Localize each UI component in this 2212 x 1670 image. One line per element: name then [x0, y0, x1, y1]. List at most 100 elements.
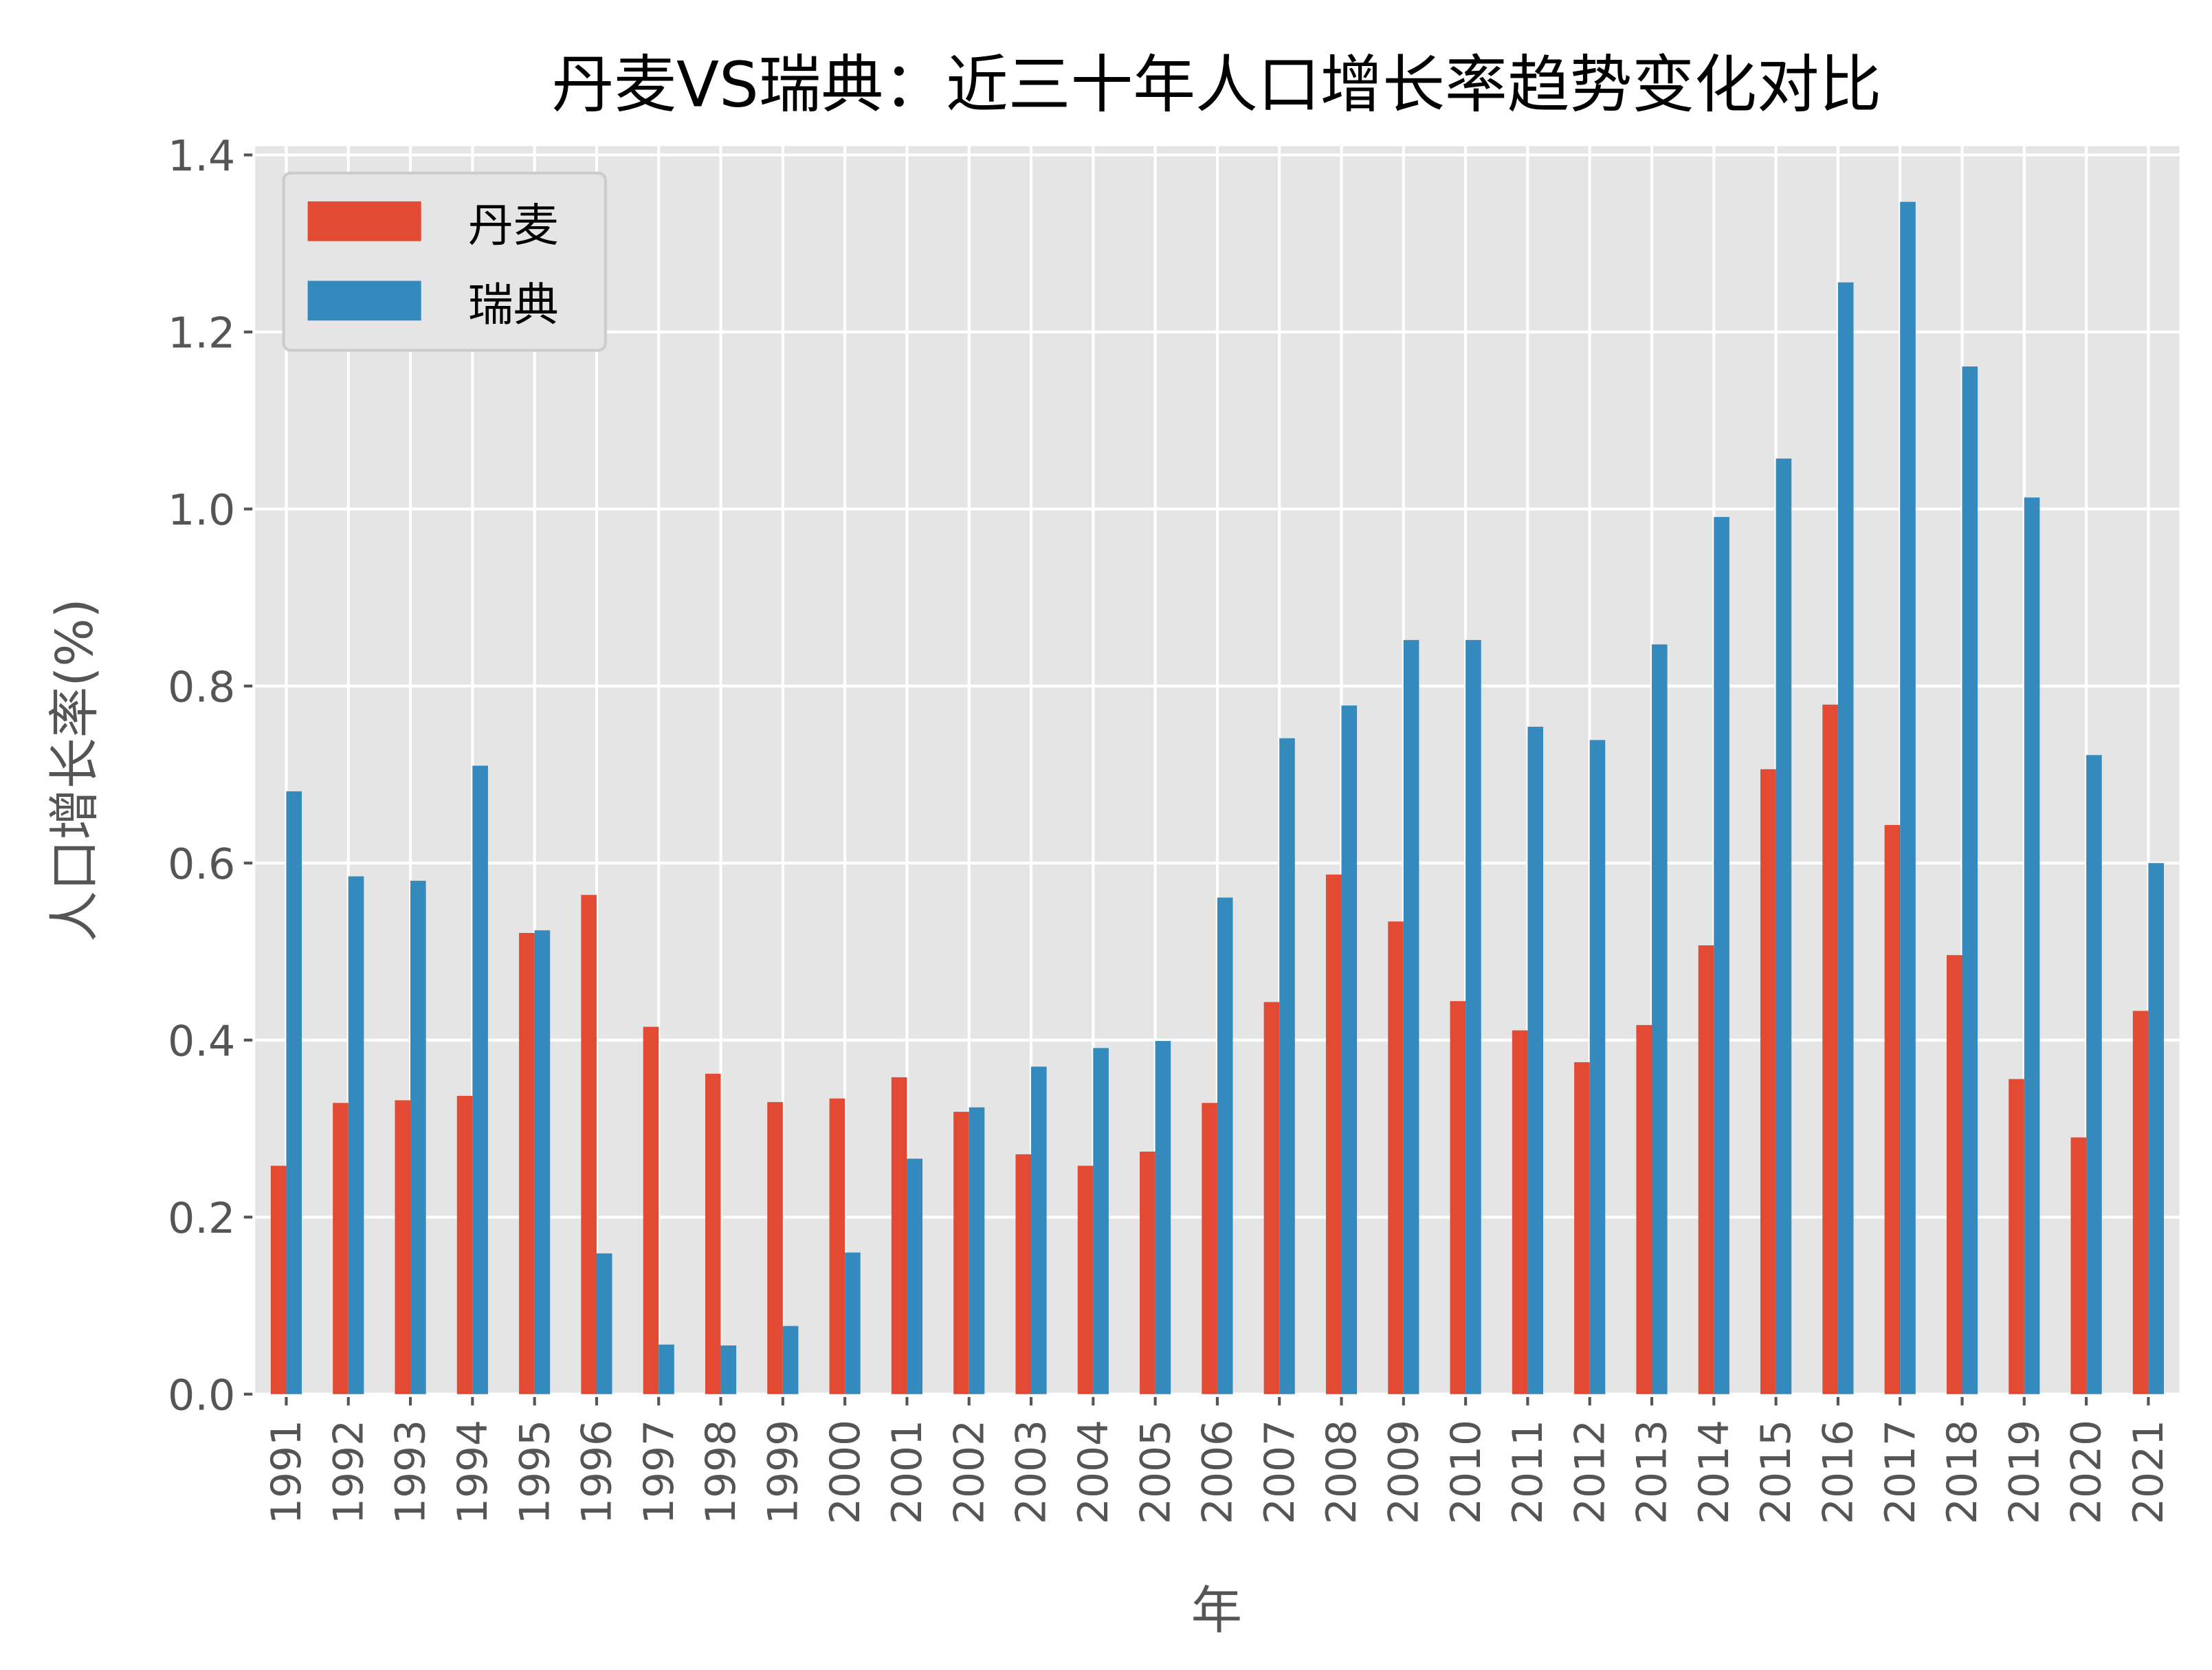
bar-denmark-2002 [953, 1112, 969, 1394]
bar-denmark-2014 [1698, 945, 1714, 1394]
bar-denmark-2003 [1015, 1154, 1032, 1394]
x-tick-label: 2015 [1752, 1420, 1800, 1524]
bars [270, 201, 2164, 1394]
bar-denmark-2018 [1946, 955, 1962, 1394]
x-tick-label: 2016 [1815, 1420, 1863, 1524]
y-axis: 0.0 0.2 0.4 0.6 0.8 1.0 1.2 1.4 [168, 131, 253, 1420]
bar-sweden-1997 [659, 1344, 674, 1394]
bar-denmark-2005 [1140, 1152, 1155, 1394]
bar-sweden-2007 [1279, 738, 1295, 1394]
bar-denmark-2016 [1822, 704, 1838, 1394]
bar-denmark-2021 [2132, 1011, 2149, 1394]
x-tick-label: 2002 [945, 1420, 993, 1524]
legend: 丹麦 瑞典 [282, 171, 607, 352]
legend-swatch-sweden [307, 281, 421, 321]
bar-denmark-2007 [1263, 1002, 1280, 1394]
bar-denmark-1997 [643, 1026, 659, 1394]
x-tick-label: 2008 [1318, 1420, 1366, 1524]
bar-sweden-2020 [2086, 755, 2102, 1394]
y-tick-label: 0.4 [168, 1016, 235, 1066]
y-tick-label: 0.8 [168, 663, 235, 712]
bar-denmark-2012 [1574, 1062, 1590, 1394]
x-tick-label: 2004 [1070, 1420, 1118, 1524]
bar-sweden-2012 [1589, 740, 1606, 1394]
bar-sweden-2011 [1527, 727, 1543, 1394]
bar-sweden-2010 [1466, 639, 1481, 1394]
bar-denmark-1996 [581, 894, 597, 1394]
bar-denmark-2006 [1202, 1103, 1217, 1394]
bar-denmark-2015 [1760, 769, 1776, 1394]
x-tick-label: 2012 [1566, 1420, 1614, 1524]
bar-denmark-1992 [333, 1103, 349, 1394]
legend-swatch-denmark [307, 201, 421, 241]
bar-denmark-1998 [705, 1073, 721, 1394]
x-tick-label: 1993 [387, 1420, 435, 1524]
x-tick-label: 1996 [573, 1420, 621, 1524]
bar-sweden-2005 [1155, 1041, 1171, 1394]
x-tick-label: 2009 [1380, 1420, 1428, 1524]
bar-sweden-2000 [845, 1252, 861, 1394]
y-tick-label: 0.6 [168, 839, 235, 889]
bar-denmark-2020 [2070, 1137, 2087, 1394]
bar-denmark-2009 [1388, 921, 1404, 1394]
bar-sweden-2018 [1962, 366, 1978, 1394]
chart-title: 丹麦VS瑞典：近三十年人口增长率趋势变化对比 [552, 50, 1882, 122]
bar-sweden-2006 [1217, 897, 1233, 1394]
bar-denmark-2001 [891, 1077, 907, 1394]
bar-denmark-2013 [1636, 1024, 1652, 1394]
legend-label-sweden: 瑞典 [468, 278, 559, 331]
legend-label-denmark: 丹麦 [468, 199, 559, 252]
x-axis: 1991 1992 1993 1994 1995 1996 1997 1998 1999 2000… [263, 1396, 2173, 1524]
bar-sweden-2004 [1093, 1048, 1109, 1394]
x-tick-label: 2019 [2000, 1420, 2048, 1524]
bar-sweden-2016 [1837, 282, 1854, 1394]
x-tick-label: 1992 [324, 1420, 373, 1524]
bar-sweden-1994 [472, 765, 488, 1394]
y-tick-label: 1.4 [168, 131, 235, 181]
y-tick-label: 1.2 [168, 309, 235, 358]
bar-sweden-2009 [1403, 639, 1419, 1394]
x-tick-label: 1991 [263, 1420, 311, 1524]
bar-denmark-1995 [519, 933, 535, 1394]
x-tick-label: 2017 [1877, 1420, 1925, 1524]
bar-sweden-2019 [2024, 497, 2040, 1394]
bar-sweden-1998 [720, 1345, 737, 1394]
y-tick-label: 0.0 [168, 1370, 235, 1420]
x-axis-label: 年 [1191, 1581, 1242, 1640]
bar-denmark-1994 [456, 1095, 473, 1394]
x-tick-label: 2018 [1938, 1420, 1987, 1524]
bar-sweden-1992 [348, 876, 364, 1394]
bar-denmark-2019 [2009, 1079, 2024, 1394]
x-tick-label: 2011 [1504, 1420, 1552, 1524]
x-tick-label: 2013 [1628, 1420, 1677, 1524]
bar-denmark-2000 [829, 1098, 845, 1394]
bar-sweden-2017 [1900, 201, 1916, 1394]
x-tick-label: 2001 [883, 1420, 931, 1524]
bar-denmark-2011 [1512, 1030, 1528, 1394]
bar-sweden-2002 [969, 1107, 985, 1394]
x-tick-label: 2020 [2063, 1420, 2111, 1524]
bar-denmark-2008 [1325, 875, 1342, 1394]
x-tick-label: 2005 [1131, 1420, 1180, 1524]
bar-sweden-1996 [596, 1253, 612, 1394]
x-tick-label: 1997 [635, 1420, 683, 1524]
bar-denmark-2004 [1077, 1165, 1094, 1394]
bar-sweden-2008 [1341, 705, 1358, 1394]
y-axis-label: 人口增长率(%) [45, 598, 104, 942]
x-tick-label: 1999 [759, 1420, 807, 1524]
x-tick-label: 1998 [697, 1420, 745, 1524]
x-tick-label: 2010 [1442, 1420, 1490, 1524]
x-tick-label: 1994 [449, 1420, 497, 1524]
bar-sweden-2013 [1652, 644, 1668, 1394]
x-tick-label: 2007 [1256, 1420, 1304, 1524]
bar-sweden-2021 [2148, 863, 2164, 1394]
bar-denmark-1999 [767, 1101, 783, 1394]
x-tick-label: 2000 [821, 1420, 870, 1524]
bar-sweden-2015 [1776, 458, 1792, 1394]
bar-sweden-1991 [286, 791, 302, 1394]
bar-sweden-2014 [1714, 516, 1729, 1394]
bar-sweden-1993 [410, 881, 426, 1394]
bar-denmark-2010 [1450, 1001, 1466, 1394]
x-tick-label: 2006 [1194, 1420, 1242, 1524]
